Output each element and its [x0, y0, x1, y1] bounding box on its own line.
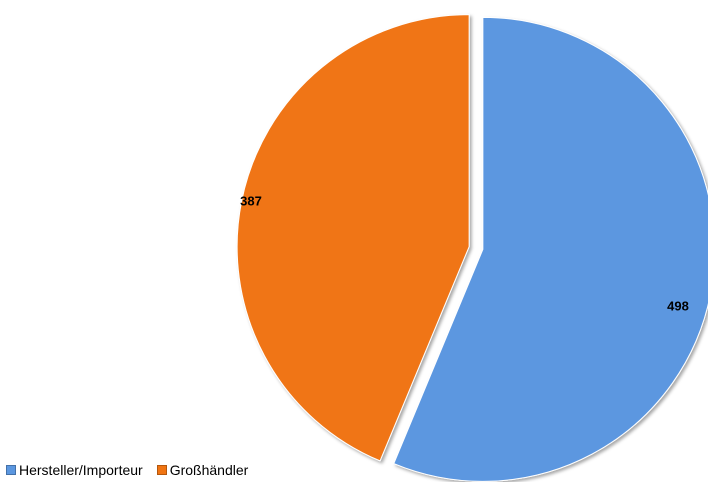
- pie-slice-1: [393, 16, 708, 482]
- legend-swatch-1: [6, 465, 16, 475]
- data-label-2: 387: [240, 193, 262, 208]
- legend: Hersteller/Importeur Großhändler: [6, 462, 262, 478]
- legend-label-2: Großhändler: [169, 462, 249, 478]
- pie-data-labels: 498 387: [240, 193, 689, 313]
- legend-item-1: Hersteller/Importeur: [6, 462, 143, 478]
- pie-slices: [236, 14, 708, 482]
- data-label-1: 498: [667, 298, 689, 313]
- pie-slice-2: [236, 14, 470, 462]
- legend-swatch-2: [156, 465, 167, 475]
- legend-item-2: Großhändler: [156, 462, 249, 478]
- legend-label-1: Hersteller/Importeur: [19, 462, 143, 478]
